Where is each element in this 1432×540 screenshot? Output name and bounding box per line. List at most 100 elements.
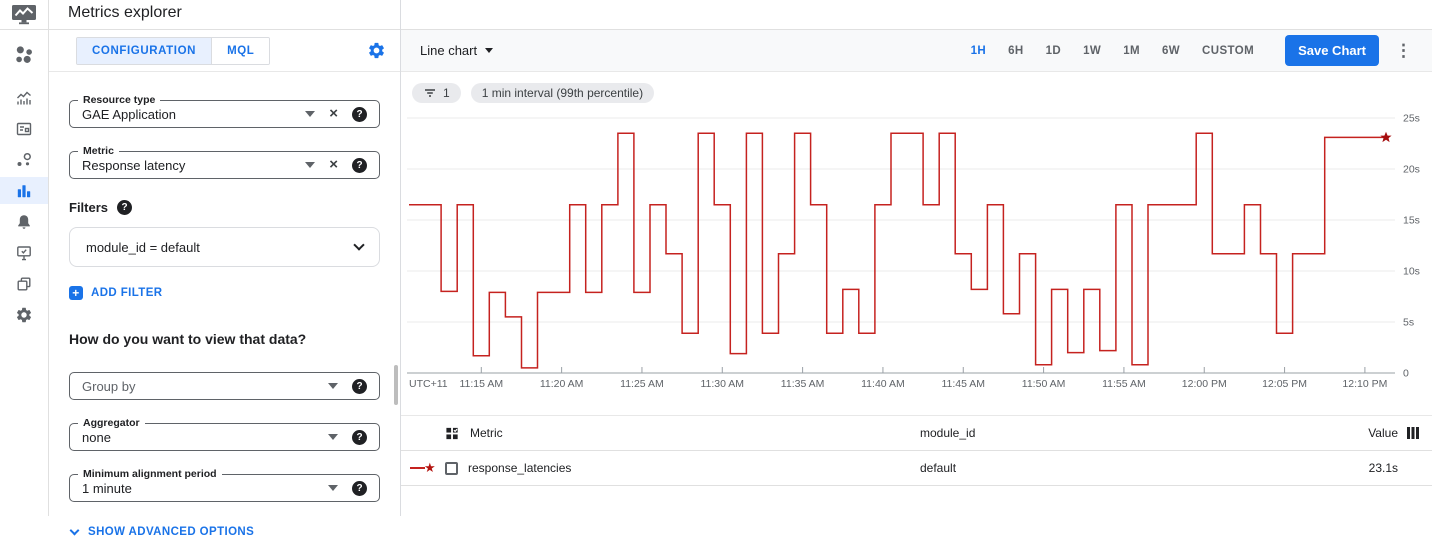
configuration-panel: CONFIGURATION MQL Resource type GAE Appl… xyxy=(49,30,400,538)
svg-text:12:05 PM: 12:05 PM xyxy=(1262,378,1307,390)
metric-field[interactable]: Metric Response latency × ? xyxy=(69,145,380,179)
row-metric-name: response_latencies xyxy=(468,461,572,475)
view-data-heading: How do you want to view that data? xyxy=(69,331,307,347)
time-range-1w[interactable]: 1W xyxy=(1074,39,1110,63)
rail-divider xyxy=(48,0,49,516)
page-title: Metrics explorer xyxy=(68,4,182,21)
metrics-explorer-icon xyxy=(17,184,31,197)
dropdown-caret-icon[interactable] xyxy=(328,434,338,440)
dashboards-icon xyxy=(17,91,31,104)
sidebar-item-dashboard-card[interactable] xyxy=(0,115,48,142)
svg-text:12:00 PM: 12:00 PM xyxy=(1182,378,1227,390)
svg-text:11:50 AM: 11:50 AM xyxy=(1022,378,1066,390)
dropdown-caret-icon[interactable] xyxy=(328,485,338,491)
filter-text: module_id = default xyxy=(86,239,200,255)
config-tab-bar: CONFIGURATION MQL xyxy=(49,30,400,72)
dropdown-caret-icon[interactable] xyxy=(305,111,316,117)
clear-icon[interactable]: × xyxy=(329,105,338,122)
aggregator-field[interactable]: Aggregator none ? xyxy=(69,417,380,451)
svg-text:12:10 PM: 12:10 PM xyxy=(1342,378,1387,390)
svg-text:11:35 AM: 11:35 AM xyxy=(781,378,825,390)
sidebar-item-settings[interactable] xyxy=(0,301,48,328)
cloud-monitoring-logo-icon[interactable] xyxy=(10,3,38,27)
more-options-icon[interactable]: ⋮ xyxy=(1389,39,1418,63)
svg-text:11:45 AM: 11:45 AM xyxy=(941,378,985,390)
row-module-id: default xyxy=(920,461,957,475)
metrics-table: Metric module_id Value ★ xyxy=(401,415,1432,486)
sidebar-item-monitoring-overview[interactable] xyxy=(0,38,48,72)
svg-text:25s: 25s xyxy=(1403,113,1420,125)
time-range-custom[interactable]: CUSTOM xyxy=(1193,39,1263,63)
help-icon[interactable]: ? xyxy=(352,157,367,173)
group-by-placeholder: Group by xyxy=(82,378,136,394)
column-value[interactable]: Value xyxy=(1368,426,1398,440)
config-scrollbar[interactable] xyxy=(394,365,398,405)
save-chart-button[interactable]: Save Chart xyxy=(1285,35,1379,66)
show-advanced-options-button[interactable]: SHOW ADVANCED OPTIONS xyxy=(69,524,256,540)
plus-icon: + xyxy=(69,286,83,300)
svg-text:11:20 AM: 11:20 AM xyxy=(540,378,584,390)
select-series-grid-icon[interactable] xyxy=(445,426,460,441)
time-range-1h[interactable]: 1H xyxy=(962,39,996,63)
svg-text:11:15 AM: 11:15 AM xyxy=(459,378,503,390)
filters-heading: Filters xyxy=(69,200,109,215)
help-icon[interactable]: ? xyxy=(352,378,367,394)
filter-list-icon xyxy=(425,88,435,97)
chart-settings-gear-icon[interactable] xyxy=(366,41,386,61)
app-bar: Metrics explorer xyxy=(0,0,1432,29)
monitoring-overview-icon xyxy=(16,46,32,63)
group-by-field[interactable]: Group by ? xyxy=(69,372,380,400)
time-range-6w[interactable]: 6W xyxy=(1153,39,1189,63)
table-row[interactable]: ★ response_latencies default 23.1s xyxy=(401,451,1432,486)
help-icon[interactable]: ? xyxy=(117,200,133,215)
svg-text:UTC+11: UTC+11 xyxy=(409,378,448,390)
time-range-group: 1H 6H 1D 1W 1M 6W CUSTOM xyxy=(962,39,1263,63)
sidebar-item-dashboards[interactable] xyxy=(0,84,48,111)
uptime-checks-icon xyxy=(17,245,31,260)
help-icon[interactable]: ? xyxy=(352,106,367,122)
table-header: Metric module_id Value xyxy=(401,416,1432,451)
sidebar-item-metrics-explorer[interactable] xyxy=(0,177,48,204)
svg-text:11:25 AM: 11:25 AM xyxy=(620,378,664,390)
column-metric[interactable]: Metric xyxy=(470,426,503,440)
time-range-1m[interactable]: 1M xyxy=(1114,39,1149,63)
chart-panel: Line chart 1H 6H 1D 1W 1M 6W CUSTOM Save Chart… xyxy=(401,30,1432,516)
column-module-id[interactable]: module_id xyxy=(920,426,976,440)
chart-toolbar: Line chart 1H 6H 1D 1W 1M 6W CUSTOM Save Chart… xyxy=(401,30,1432,72)
config-divider xyxy=(400,0,401,516)
interval-chip[interactable]: 1 min interval (99th percentile) xyxy=(470,82,655,103)
resource-type-field[interactable]: Resource type GAE Application × ? xyxy=(69,94,380,128)
clear-icon[interactable]: × xyxy=(329,156,338,173)
sidebar-item-groups[interactable] xyxy=(0,270,48,297)
resource-type-label: Resource type xyxy=(78,94,161,106)
sidebar-item-alerting[interactable] xyxy=(0,208,48,235)
help-icon[interactable]: ? xyxy=(352,429,367,445)
groups-icon xyxy=(17,277,31,291)
sidebar-item-services[interactable] xyxy=(0,146,48,173)
filter-item-module-id[interactable]: module_id = default xyxy=(69,227,380,267)
min-alignment-period-field[interactable]: Minimum alignment period 1 minute ? xyxy=(69,468,380,502)
sidebar-item-uptime-checks[interactable] xyxy=(0,239,48,266)
svg-text:11:40 AM: 11:40 AM xyxy=(861,378,905,390)
dropdown-caret-icon[interactable] xyxy=(328,383,338,389)
time-range-1d[interactable]: 1D xyxy=(1037,39,1071,63)
aggregator-value: none xyxy=(82,429,111,445)
help-icon[interactable]: ? xyxy=(352,480,367,496)
alerting-bell-icon xyxy=(18,214,30,229)
columns-icon[interactable] xyxy=(1406,426,1420,440)
chevron-down-icon xyxy=(353,239,365,251)
time-range-6h[interactable]: 6H xyxy=(999,39,1033,63)
add-filter-button[interactable]: + ADD FILTER xyxy=(67,282,165,304)
chart-type-dropdown[interactable]: Line chart xyxy=(420,43,494,58)
filter-count-chip[interactable]: 1 xyxy=(412,82,461,103)
tab-mql[interactable]: MQL xyxy=(211,37,270,64)
dropdown-caret-icon[interactable] xyxy=(305,162,316,168)
row-checkbox[interactable] xyxy=(445,461,458,475)
tab-configuration[interactable]: CONFIGURATION xyxy=(77,37,212,64)
svg-text:0: 0 xyxy=(1403,368,1409,380)
metric-label: Metric xyxy=(78,145,119,157)
aggregator-label: Aggregator xyxy=(78,417,145,429)
svg-text:20s: 20s xyxy=(1403,164,1420,176)
latency-line-chart[interactable]: 25s 20s 15s 10s 5s 0 11:15 AM 11:20 AM 11:25 AM 1… xyxy=(401,104,1431,399)
